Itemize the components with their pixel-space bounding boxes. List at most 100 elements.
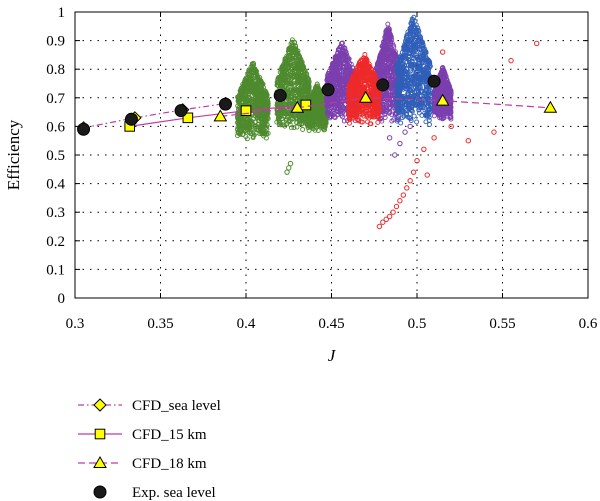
cloud-point [294,124,300,130]
cloud-point [256,78,262,84]
cloud-point [251,67,257,73]
cloud-point [288,72,294,78]
point-cloud [431,65,454,122]
cloud-point [305,88,311,94]
cloud-point [235,98,241,104]
cloud-point [250,122,256,128]
cloud-point [317,123,323,129]
cloud-point [298,71,304,76]
cloud-point [286,64,292,70]
cloud-point [244,136,250,142]
cloud-point [296,53,302,59]
cfd-point-clouds [235,14,540,230]
cloud-point [281,60,287,66]
cloud-point [294,113,300,119]
cloud-point [288,94,294,100]
cloud-point [279,71,285,76]
cloud-point [284,70,290,76]
cloud-point [375,119,381,125]
cloud-point [300,87,306,93]
cloud-point [254,87,259,93]
cloud-point [309,94,315,100]
cloud-point [291,125,297,131]
cloud-point [265,130,271,136]
cloud-point [264,113,270,119]
cloud-point [257,123,263,129]
cloud-point [306,84,312,90]
cloud-point [385,21,391,27]
cloud-point [284,53,290,59]
cloud-point [297,88,303,94]
cloud-point [315,86,321,92]
cloud-point [292,63,298,69]
cloud-point [238,123,244,129]
cloud-point [258,88,264,94]
cloud-point [285,78,291,84]
cloud-point [245,71,251,77]
cloud-point [285,58,291,64]
cloud-point [251,91,257,97]
cloud-point [299,94,305,100]
cloud-point [294,52,300,58]
cloud-point [255,81,261,87]
cloud-point [284,120,290,126]
cloud-point [285,88,291,94]
cloud-point [314,99,320,105]
cloud-point [238,93,244,98]
cloud-point [295,74,301,80]
cloud-point [240,81,246,87]
grid [74,11,589,299]
cloud-point [240,83,246,89]
cloud-point [258,116,264,122]
cloud-point [240,132,246,138]
cloud-point [259,96,265,102]
cloud-point [299,121,305,127]
cloud-point [260,110,266,116]
point-cloud [235,60,271,142]
cloud-point [315,128,321,133]
cloud-point [276,119,282,125]
cloud-point [311,98,317,104]
cloud-point [262,122,268,128]
cloud-point [287,52,293,58]
cloud-point [300,127,306,132]
cloud-point [313,85,319,91]
cloud-point [246,130,252,136]
cloud-point [302,76,308,82]
cloud-point [297,112,302,118]
cloud-point [257,126,263,132]
cloud-point [285,110,291,116]
cloud-point [313,104,319,109]
cloud-point [309,120,315,125]
cloud-point [306,86,312,92]
cloud-point [258,102,264,108]
cloud-point [302,80,308,86]
cloud-point [308,109,313,115]
cloud-point [322,123,328,128]
cloud-point [307,122,313,128]
cloud-point [286,46,292,52]
cloud-point [276,74,282,80]
cloud-point [291,83,297,89]
cloud-point [261,92,267,98]
cloud-point [252,112,258,118]
cloud-point [294,79,300,85]
cloud-point [431,113,437,119]
cloud-point [262,123,268,129]
cloud-point [235,115,240,120]
cloud-point [250,133,256,139]
cloud-point [322,121,328,127]
cloud-point [296,79,302,85]
cloud-point [310,123,316,129]
cloud-point [242,96,248,102]
cloud-point [288,125,294,131]
cloud-point [246,68,252,74]
cloud-point [249,85,255,91]
cloud-point [311,113,317,118]
cloud-point [236,118,242,124]
cloud-point [317,94,323,100]
point-cloud [394,14,434,127]
cloud-point [316,122,322,128]
cloud-point [279,64,285,70]
